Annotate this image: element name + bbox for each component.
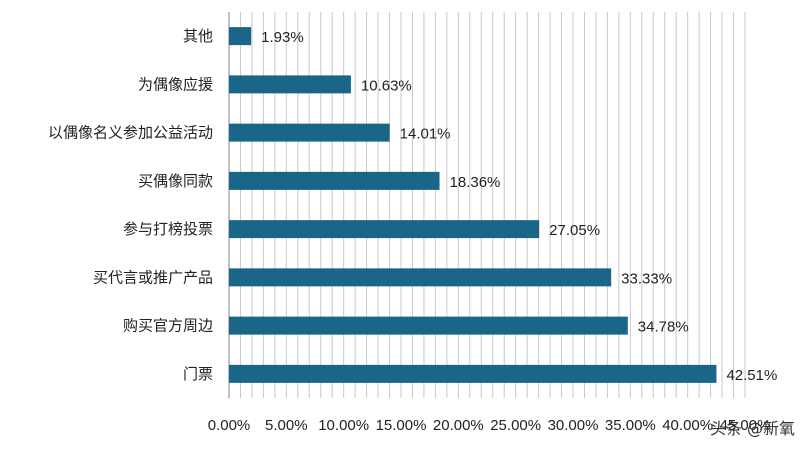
bar: [229, 268, 612, 287]
grid-lines: [228, 12, 746, 398]
x-tick-label: 30.00%: [548, 417, 599, 434]
data-label: 27.05%: [549, 222, 600, 239]
data-label: 14.01%: [400, 126, 451, 143]
x-tick-label: 20.00%: [433, 417, 484, 434]
bar: [229, 364, 717, 383]
bars: [229, 27, 717, 383]
data-labels: 1.93% 10.63% 14.01% 18.36% 27.05% 33.33% 34.78…: [261, 29, 777, 384]
x-tick-label: 45.00%: [720, 417, 771, 434]
data-label: 34.78%: [638, 319, 689, 336]
x-tick-labels: 0.00% 5.00% 10.00% 15.00% 20.00% 25.00% 30.00%…: [208, 417, 771, 434]
bar: [229, 75, 351, 94]
x-tick-label: 40.00%: [662, 417, 713, 434]
category-label: 买偶像同款: [138, 172, 213, 190]
x-tick-label: 35.00%: [605, 417, 656, 434]
category-label: 以偶像名义参加公益活动: [48, 124, 213, 142]
data-label: 42.51%: [726, 367, 777, 384]
data-label: 33.33%: [621, 270, 672, 287]
bar: [229, 123, 390, 142]
category-label: 购买官方周边: [123, 317, 213, 335]
bar: [229, 27, 252, 46]
category-label: 买代言或推广产品: [93, 268, 213, 286]
watermark: 头条 @新氧: [710, 419, 795, 438]
data-label: 18.36%: [450, 174, 501, 191]
bar: [229, 171, 440, 190]
data-label: 10.63%: [361, 77, 412, 94]
x-tick-label: 5.00%: [265, 417, 308, 434]
category-label: 其他: [183, 27, 213, 45]
bar: [229, 220, 540, 239]
data-label: 1.93%: [261, 29, 304, 46]
x-tick-label: 25.00%: [490, 417, 541, 434]
bar: [229, 316, 628, 335]
x-tick-label: 15.00%: [376, 417, 427, 434]
category-label: 参与打榜投票: [123, 220, 213, 238]
category-label: 门票: [183, 365, 213, 383]
category-labels: 其他为偶像应援以偶像名义参加公益活动买偶像同款参与打榜投票买代言或推广产品购买官…: [48, 27, 213, 383]
category-label: 为偶像应援: [138, 75, 213, 93]
x-tick-label: 10.00%: [318, 417, 369, 434]
x-tick-label: 0.00%: [208, 417, 251, 434]
